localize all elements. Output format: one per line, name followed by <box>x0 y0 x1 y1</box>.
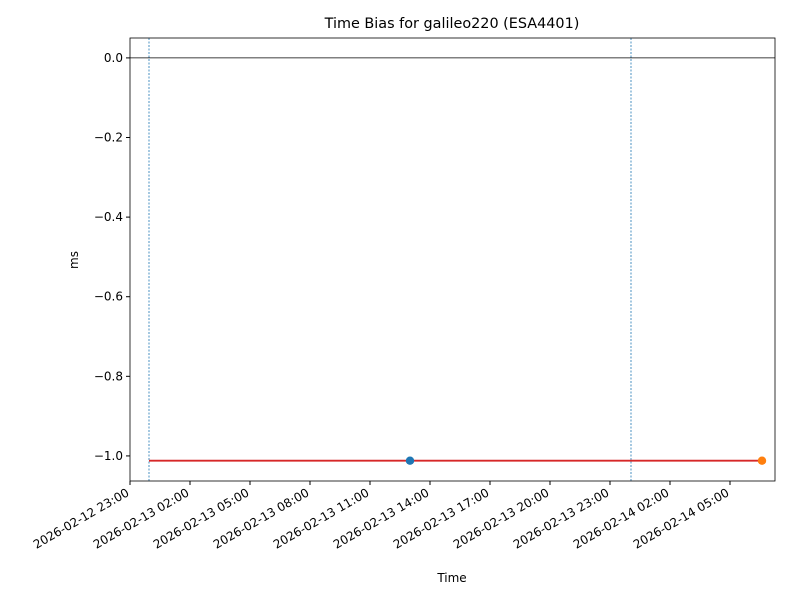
y-axis-label: ms <box>67 251 81 269</box>
data-point <box>405 456 415 465</box>
y-tick-label: 0.0 <box>104 51 123 65</box>
plot-frame <box>129 37 776 482</box>
y-tick-label: −0.8 <box>94 369 123 383</box>
y-tick-label: −1.0 <box>94 449 123 463</box>
x-axis-label: Time <box>436 571 466 585</box>
y-tick-label: −0.2 <box>94 131 123 145</box>
y-tick-label: −0.4 <box>94 210 123 224</box>
data-point <box>757 456 767 465</box>
chart-title: Time Bias for galileo220 (ESA4401) <box>324 16 580 32</box>
y-tick-label: −0.6 <box>94 290 123 304</box>
